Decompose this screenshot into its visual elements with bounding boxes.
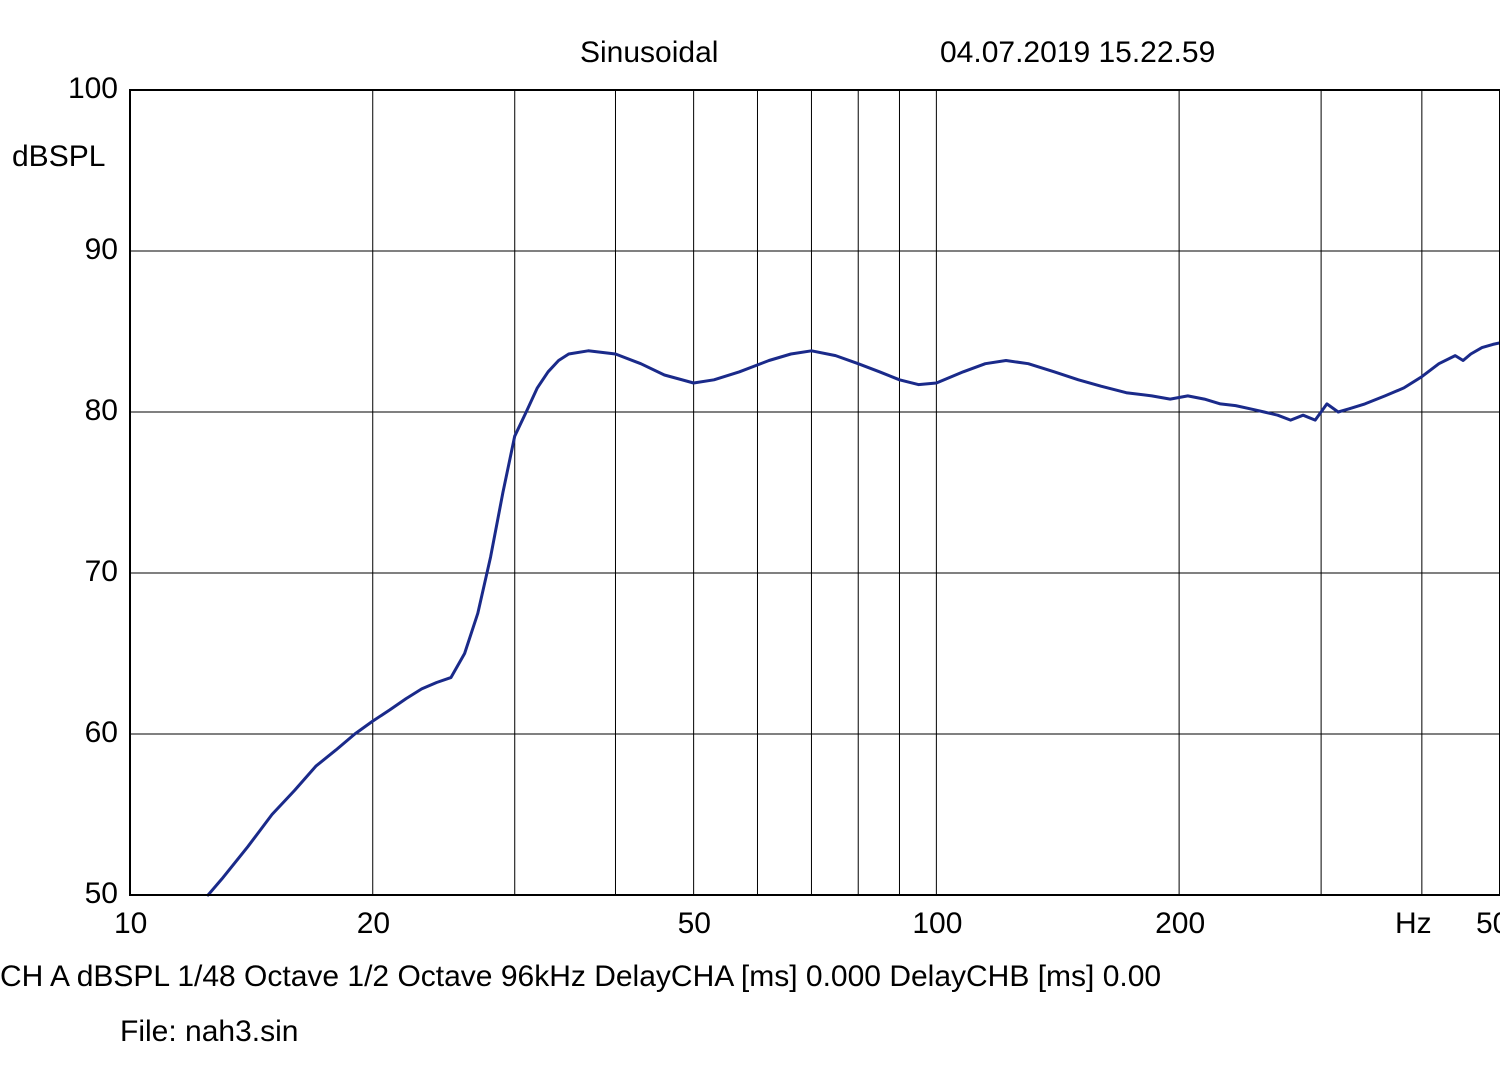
page-root: Sinusoidal 04.07.2019 15.22.59 dBSPL 506… [0, 0, 1500, 1074]
footer-info-line: CH A dBSPL 1/48 Octave 1/2 Octave 96kHz … [0, 960, 1161, 994]
response-chart [0, 0, 1500, 1074]
footer-file-label: File: nah3.sin [120, 1015, 298, 1049]
